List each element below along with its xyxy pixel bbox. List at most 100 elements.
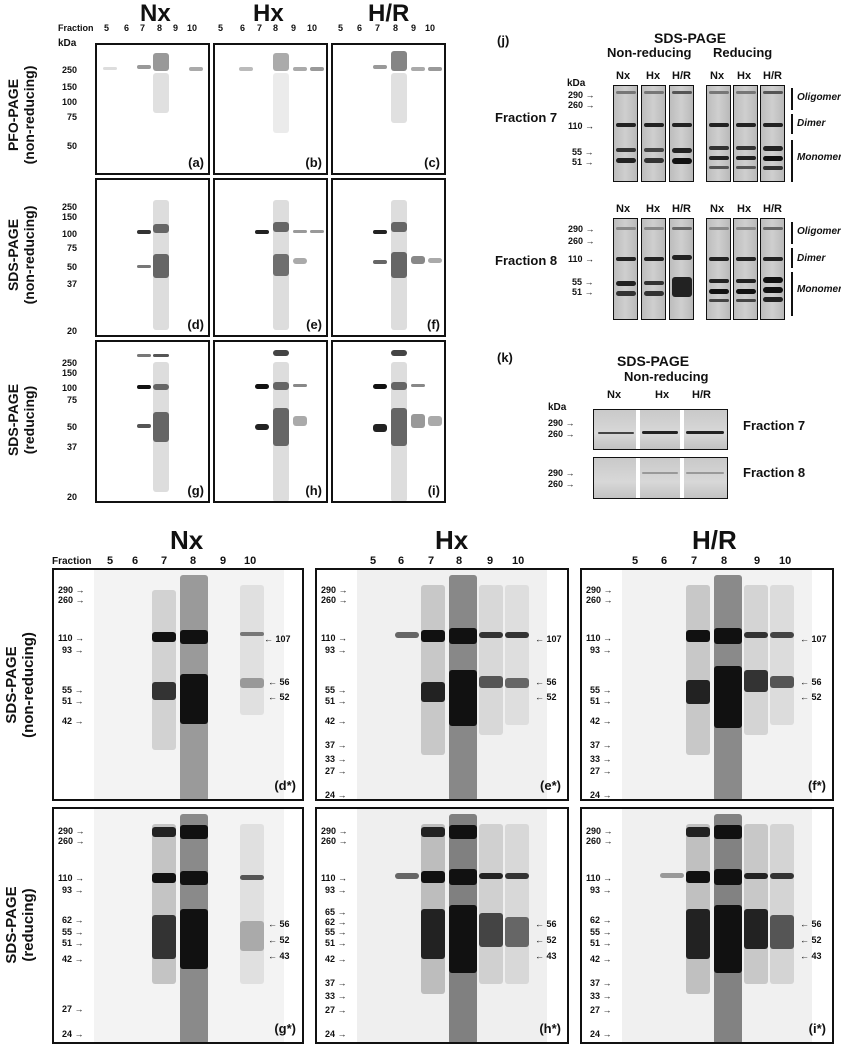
marker-250: 250: [62, 65, 78, 75]
marker-150: 150: [62, 368, 78, 378]
marker-55: 55 →: [572, 147, 594, 157]
panel-label: (h): [305, 483, 322, 498]
fraction-label: Fraction: [52, 556, 92, 567]
fraction-5: 5: [218, 23, 224, 33]
panel-j-nonreducing: Non-reducing: [607, 45, 692, 60]
panel-label: (i): [427, 483, 440, 498]
kda-label: kDa: [548, 402, 567, 413]
marker-62: 62 →: [590, 915, 612, 925]
fraction-10: 10: [425, 23, 436, 33]
lane-label: Hx: [655, 389, 670, 401]
marker-110: 110 →: [568, 121, 595, 131]
gel-strip: [641, 85, 666, 182]
panel-label: (g*): [274, 1021, 296, 1036]
marker-51: 51 →: [325, 938, 347, 948]
marker-290: 290 →: [586, 826, 613, 836]
marker-27: 27 →: [590, 766, 612, 776]
row-label-pfo-page: PFO-PAGE (non-reducing): [5, 65, 38, 165]
right-marker-107: ← 107: [535, 634, 562, 644]
fraction-5: 5: [338, 23, 344, 33]
bracket: [791, 272, 793, 316]
marker-27: 27 →: [62, 1004, 84, 1014]
fraction-10: 10: [244, 555, 257, 567]
lane-label: H/R: [692, 389, 711, 401]
gel-strip: [733, 218, 758, 320]
marker-290: 290 →: [568, 224, 595, 234]
marker-150: 150: [62, 212, 78, 222]
marker-110: 110 →: [568, 254, 595, 264]
marker-20: 20: [67, 326, 78, 336]
fraction-10: 10: [779, 555, 792, 567]
fraction-9: 9: [754, 555, 761, 567]
lane-label: Nx: [710, 203, 725, 215]
right-marker-52: ← 52: [268, 935, 290, 945]
fraction7-label: Fraction 7: [743, 418, 806, 433]
fraction-8: 8: [456, 555, 463, 567]
gel-panel-f-star: 290 → 260 → 110 → 93 → 55 → 51 → 42 → 37…: [580, 568, 834, 801]
fraction-6: 6: [357, 23, 363, 33]
gel-strip: [706, 85, 731, 182]
right-marker-52: ← 52: [535, 692, 557, 702]
panel-k-subtitle: Non-reducing: [624, 369, 709, 384]
marker-75: 75: [67, 243, 78, 253]
marker-50: 50: [67, 141, 78, 151]
lane-label: H/R: [672, 70, 691, 82]
fraction-7: 7: [140, 23, 146, 33]
marker-55: 55 →: [325, 685, 347, 695]
kda-label: kDa: [567, 78, 586, 89]
gel-panel-g: (g): [95, 340, 210, 503]
panel-label: (d): [187, 317, 204, 332]
marker-55: 55 →: [590, 685, 612, 695]
gel-strip: [669, 85, 694, 182]
right-marker-52: ← 52: [268, 692, 290, 702]
marker-250: 250: [62, 358, 78, 368]
marker-75: 75: [67, 112, 78, 122]
marker-290: 290 →: [586, 585, 613, 595]
panel-label: (f): [427, 317, 440, 332]
fraction-5: 5: [632, 555, 639, 567]
right-marker-56: ← 56: [535, 677, 557, 687]
lane-label: H/R: [672, 203, 691, 215]
fraction-10: 10: [307, 23, 318, 33]
monomer-label: Monomer: [797, 152, 841, 163]
right-marker-56: ← 56: [800, 677, 822, 687]
marker-24: 24 →: [325, 790, 347, 800]
right-marker-52: ← 52: [800, 692, 822, 702]
gel-panel-b: (b): [213, 43, 328, 175]
row-label-sds-reducing: SDS-PAGE (reducing): [3, 886, 38, 964]
marker-24: 24 →: [590, 790, 612, 800]
fraction-7: 7: [161, 555, 168, 567]
fraction-9: 9: [173, 23, 179, 33]
marker-93: 93 →: [325, 645, 347, 655]
fraction-6: 6: [240, 23, 246, 33]
lane-label: Nx: [607, 389, 622, 401]
row-label-sds-reducing: SDS-PAGE (reducing): [5, 383, 38, 457]
panel-label: (i*): [808, 1021, 826, 1036]
marker-37: 37 →: [325, 740, 347, 750]
fraction-7: 7: [257, 23, 263, 33]
marker-290: 290 →: [321, 585, 348, 595]
group-title-hx: Hx: [435, 525, 469, 555]
marker-24: 24 →: [62, 1029, 84, 1039]
fraction-9: 9: [220, 555, 227, 567]
right-marker-43: ← 43: [268, 951, 290, 961]
group-title-nx: Nx: [170, 525, 204, 555]
fraction-7: 7: [691, 555, 698, 567]
lane-label: Hx: [646, 203, 661, 215]
lane-label: Nx: [710, 70, 725, 82]
bracket: [791, 140, 793, 182]
fraction-9: 9: [487, 555, 494, 567]
fraction-6: 6: [124, 23, 130, 33]
group-title-hr: H/R: [368, 0, 410, 27]
panel-label: (c): [424, 155, 440, 170]
marker-37: 37: [67, 442, 78, 452]
marker-51: 51 →: [62, 938, 84, 948]
marker-93: 93 →: [590, 885, 612, 895]
panel-j-title: SDS-PAGE: [654, 30, 727, 46]
fraction-6: 6: [132, 555, 139, 567]
right-marker-107: ← 107: [264, 634, 291, 644]
fraction8-label: Fraction 8: [495, 253, 558, 268]
fraction-7: 7: [428, 555, 435, 567]
marker-290: 290 →: [548, 468, 575, 478]
marker-20: 20: [67, 492, 78, 502]
